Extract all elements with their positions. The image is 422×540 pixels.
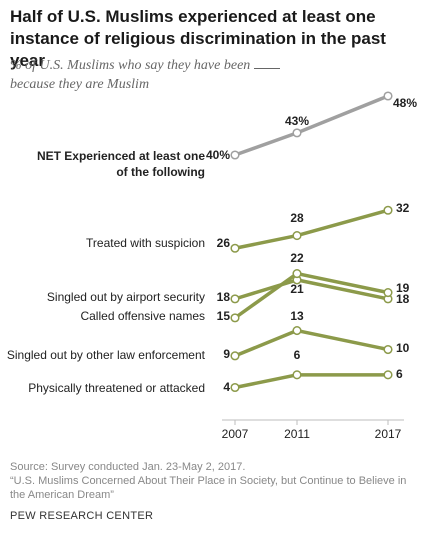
value-label-2-2: 18 bbox=[396, 292, 410, 306]
value-label-3-0: 15 bbox=[217, 309, 231, 323]
series-point-1-1 bbox=[292, 231, 302, 241]
series-point-4-2 bbox=[383, 344, 393, 355]
series-line-5 bbox=[234, 373, 388, 390]
series-point-5-2 bbox=[383, 370, 393, 380]
value-label-5-1: 6 bbox=[294, 348, 301, 362]
report-title: “U.S. Muslims Concerned About Their Plac… bbox=[10, 475, 407, 501]
series-label-1: Treated with suspicion bbox=[86, 236, 205, 250]
series-point-3-1 bbox=[292, 269, 302, 279]
x-tick-label-2: 2017 bbox=[375, 427, 402, 441]
subtitle-post: because they are Muslim bbox=[10, 77, 150, 92]
value-label-2-0: 18 bbox=[217, 290, 231, 304]
series-point-1-0 bbox=[230, 243, 240, 253]
value-label-5-0: 4 bbox=[223, 380, 230, 394]
value-label-4-2: 10 bbox=[396, 341, 410, 355]
brand-label: PEW RESEARCH CENTER bbox=[10, 510, 154, 522]
value-label-1-0: 26 bbox=[217, 236, 231, 250]
source-line: Source: Survey conducted Jan. 23-May 2, … bbox=[10, 461, 246, 473]
line-chart: 40% 43% 48% NET Experienced at least one of … bbox=[7, 91, 417, 441]
value-label-1-1: 28 bbox=[290, 211, 304, 225]
series-point-3-2 bbox=[383, 288, 393, 298]
series-label-5: Physically threatened or attacked bbox=[28, 381, 205, 395]
value-label-0-0: 40% bbox=[206, 148, 230, 162]
subtitle-blank bbox=[253, 56, 280, 69]
value-label-4-1: 13 bbox=[290, 309, 304, 323]
series-line-0 bbox=[234, 94, 389, 157]
series-point-0-2 bbox=[383, 91, 393, 101]
series-line-4 bbox=[234, 328, 389, 358]
series-point-5-1 bbox=[292, 370, 302, 380]
value-label-2-1: 21 bbox=[290, 282, 304, 296]
series-point-4-0 bbox=[230, 351, 240, 361]
series-point-0-1 bbox=[292, 128, 302, 138]
series-point-3-0 bbox=[230, 313, 240, 323]
value-label-4-0: 9 bbox=[223, 347, 230, 361]
value-label-0-1: 43% bbox=[285, 114, 309, 128]
series-line-1 bbox=[234, 208, 389, 250]
series-point-5-0 bbox=[230, 382, 240, 393]
series-label-4: Singled out by other law enforcement bbox=[7, 348, 206, 362]
chart-title: Half of U.S. Muslims experienced at leas… bbox=[10, 7, 386, 70]
value-label-5-2: 6 bbox=[396, 367, 403, 381]
series-point-1-2 bbox=[383, 205, 393, 215]
value-label-3-1: 22 bbox=[290, 251, 304, 265]
x-tick-label-1: 2011 bbox=[284, 427, 310, 441]
value-label-3-2: 19 bbox=[396, 281, 410, 295]
x-tick-label-0: 2007 bbox=[222, 427, 249, 441]
chart-subtitle: % of U.S. Muslims who say they have been… bbox=[10, 56, 415, 94]
series-point-2-0 bbox=[230, 294, 240, 304]
series-label-2: Singled out by airport security bbox=[47, 290, 205, 304]
series-label-0-line-0: NET Experienced at least one bbox=[37, 149, 205, 163]
series-label-0-line-1: of the following bbox=[116, 165, 205, 179]
series-point-4-1 bbox=[292, 325, 302, 336]
subtitle-pre: % of U.S. Muslims who say they have been bbox=[10, 58, 251, 73]
series-point-0-0 bbox=[230, 150, 240, 160]
value-label-1-2: 32 bbox=[396, 201, 410, 215]
series-label-3: Called offensive names bbox=[80, 309, 205, 323]
value-label-0-2: 48% bbox=[393, 96, 417, 110]
source-note: Source: Survey conducted Jan. 23-May 2, … bbox=[10, 460, 415, 502]
